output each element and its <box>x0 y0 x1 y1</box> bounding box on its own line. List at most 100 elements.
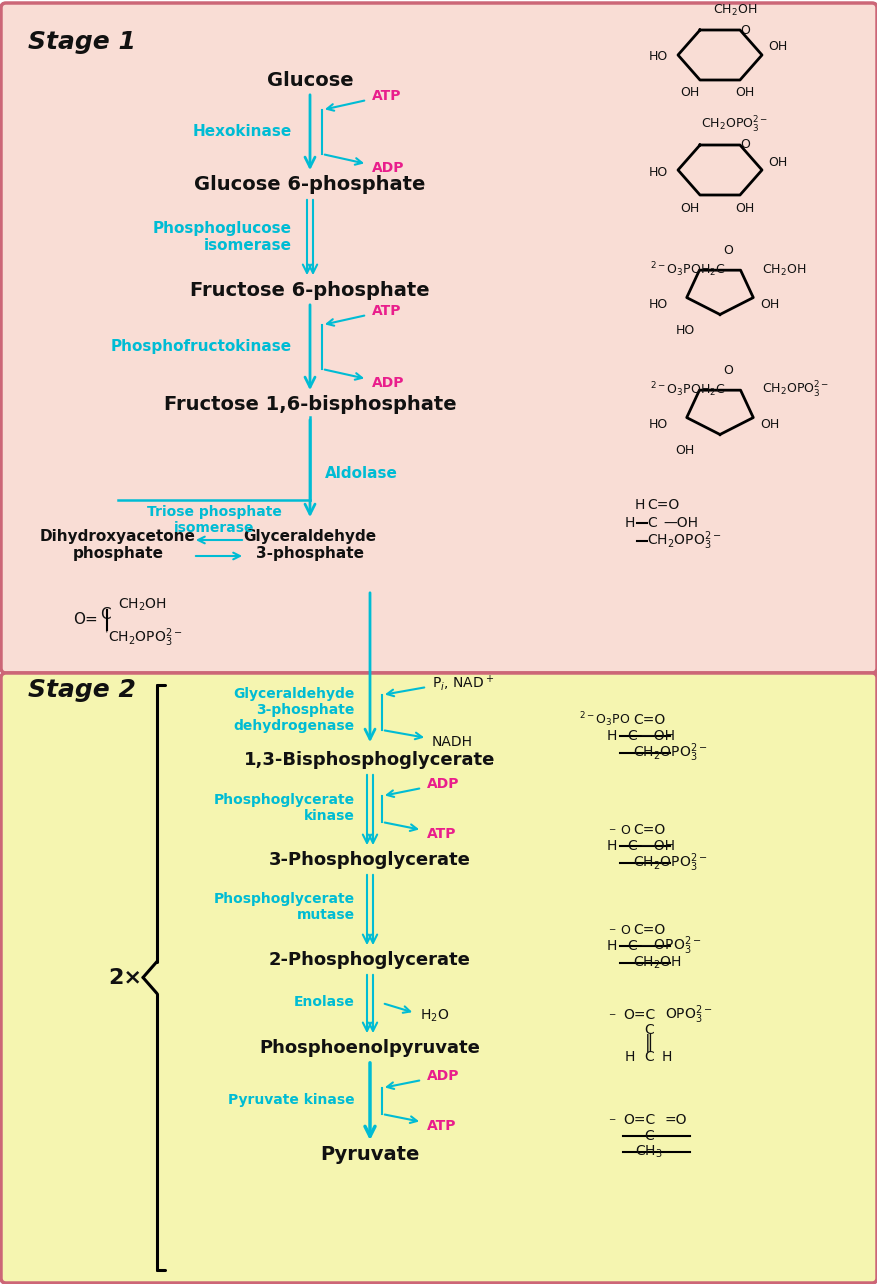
Text: $^-$: $^-$ <box>606 827 617 840</box>
Text: $^{2-}$O$_3$PO: $^{2-}$O$_3$PO <box>578 710 630 729</box>
Text: $^-$: $^-$ <box>606 1012 617 1025</box>
Text: C=O: C=O <box>646 498 679 512</box>
Text: 3-Phosphoglycerate: 3-Phosphoglycerate <box>268 851 470 869</box>
Text: C=O: C=O <box>632 923 665 937</box>
Text: Phosphoglycerate
kinase: Phosphoglycerate kinase <box>214 794 354 823</box>
Text: HO: HO <box>675 324 695 336</box>
Text: Phosphoglucose
isomerase: Phosphoglucose isomerase <box>153 221 292 253</box>
Text: ‖: ‖ <box>644 1034 652 1052</box>
Text: H$_2$O: H$_2$O <box>419 1008 449 1025</box>
Text: C=O: C=O <box>632 713 665 727</box>
Text: C: C <box>626 939 636 953</box>
Text: H: H <box>624 1050 634 1064</box>
Text: ADP: ADP <box>426 1070 459 1082</box>
Text: ADP: ADP <box>372 160 404 175</box>
Text: CH$_2$OH: CH$_2$OH <box>118 597 167 614</box>
Text: O: O <box>619 823 630 836</box>
Text: Stage 2: Stage 2 <box>28 678 136 702</box>
Text: ATP: ATP <box>426 827 456 841</box>
Text: $^{2-}$O$_3$POH$_2$C: $^{2-}$O$_3$POH$_2$C <box>649 261 724 280</box>
Text: Aldolase: Aldolase <box>324 466 397 482</box>
Text: HO: HO <box>648 419 667 431</box>
Text: ATP: ATP <box>372 304 401 318</box>
Text: $\underset{|}{\rm C}$: $\underset{|}{\rm C}$ <box>100 605 111 634</box>
Text: O: O <box>723 244 732 257</box>
Text: H: H <box>661 1050 672 1064</box>
Text: OPO$_3^{2-}$: OPO$_3^{2-}$ <box>664 1004 712 1026</box>
Text: $^-$: $^-$ <box>606 927 617 940</box>
Text: C=O: C=O <box>632 823 665 837</box>
Text: C: C <box>644 1129 653 1143</box>
Text: C: C <box>644 1023 653 1037</box>
Text: Fructose 1,6-bisphosphate: Fructose 1,6-bisphosphate <box>163 395 456 415</box>
Text: $^{2-}$O$_3$POH$_2$C: $^{2-}$O$_3$POH$_2$C <box>649 380 724 399</box>
Text: Glucose: Glucose <box>267 71 353 90</box>
Text: —OPO$_3^{2-}$: —OPO$_3^{2-}$ <box>639 935 701 958</box>
Text: Dihydroxyacetone
phosphate: Dihydroxyacetone phosphate <box>40 529 196 561</box>
Text: O=: O= <box>73 612 98 628</box>
Text: Stage 1: Stage 1 <box>28 30 136 54</box>
Text: OH: OH <box>675 443 695 457</box>
Text: —OH: —OH <box>662 516 697 530</box>
Text: CH$_2$OH: CH$_2$OH <box>632 955 681 971</box>
Text: Hexokinase: Hexokinase <box>193 125 292 140</box>
Text: H: H <box>624 516 634 530</box>
Text: Pyruvate: Pyruvate <box>320 1145 419 1165</box>
Text: OH: OH <box>734 202 753 214</box>
Text: CH$_3$: CH$_3$ <box>634 1144 662 1161</box>
Text: CH$_2$OPO$_3^{2-}$: CH$_2$OPO$_3^{2-}$ <box>632 742 707 764</box>
Text: H: H <box>634 498 645 512</box>
Text: 1,3-Bisphosphoglycerate: 1,3-Bisphosphoglycerate <box>244 751 496 769</box>
Text: 2-Phosphoglycerate: 2-Phosphoglycerate <box>268 951 470 969</box>
Text: C: C <box>626 838 636 853</box>
Text: —OH: —OH <box>639 838 674 853</box>
Text: OH: OH <box>680 86 699 99</box>
Text: ADP: ADP <box>372 376 404 390</box>
Text: CH$_2$OPO$_3^{2-}$: CH$_2$OPO$_3^{2-}$ <box>761 380 828 401</box>
Text: —OH: —OH <box>639 729 674 743</box>
Text: HO: HO <box>648 166 667 178</box>
Text: OH: OH <box>767 155 787 168</box>
Text: CH$_2$OPO$_3^{2-}$: CH$_2$OPO$_3^{2-}$ <box>108 627 182 650</box>
Text: Glyceraldehyde
3-phosphate
dehydrogenase: Glyceraldehyde 3-phosphate dehydrogenase <box>233 687 354 733</box>
Text: =O: =O <box>664 1113 687 1127</box>
Text: Glyceraldehyde
3-phosphate: Glyceraldehyde 3-phosphate <box>243 529 376 561</box>
Text: OH: OH <box>734 86 753 99</box>
Text: O: O <box>739 23 749 36</box>
FancyBboxPatch shape <box>1 3 876 673</box>
Text: H: H <box>606 729 617 743</box>
Text: OH: OH <box>759 419 779 431</box>
Text: C: C <box>646 516 656 530</box>
Text: O: O <box>723 363 732 376</box>
Text: Glucose 6-phosphate: Glucose 6-phosphate <box>194 176 425 194</box>
Text: Triose phosphate
isomerase: Triose phosphate isomerase <box>146 505 282 535</box>
Text: ADP: ADP <box>426 777 459 791</box>
Text: OH: OH <box>759 298 779 312</box>
Text: CH$_2$OPO$_3^{2-}$: CH$_2$OPO$_3^{2-}$ <box>701 116 767 135</box>
Text: P$_i$, NAD$^+$: P$_i$, NAD$^+$ <box>431 673 494 693</box>
Text: OH: OH <box>767 41 787 54</box>
Text: CH$_2$OPO$_3^{2-}$: CH$_2$OPO$_3^{2-}$ <box>632 851 707 874</box>
Text: CH$_2$OPO$_3^{2-}$: CH$_2$OPO$_3^{2-}$ <box>646 530 721 552</box>
Text: Enolase: Enolase <box>294 995 354 1009</box>
Text: H: H <box>606 838 617 853</box>
Text: C: C <box>644 1050 653 1064</box>
Text: NADH: NADH <box>431 734 473 749</box>
Text: Pyruvate kinase: Pyruvate kinase <box>228 1093 354 1107</box>
Text: H: H <box>606 939 617 953</box>
Text: CH$_2$OH: CH$_2$OH <box>712 3 756 18</box>
Text: O: O <box>619 923 630 936</box>
Text: Phosphofructokinase: Phosphofructokinase <box>111 339 292 354</box>
Text: OH: OH <box>680 202 699 214</box>
FancyBboxPatch shape <box>1 673 876 1283</box>
Text: HO: HO <box>648 298 667 312</box>
Text: HO: HO <box>648 50 667 63</box>
Text: O=C: O=C <box>623 1113 654 1127</box>
Text: ATP: ATP <box>372 89 401 103</box>
Text: Phosphoglycerate
mutase: Phosphoglycerate mutase <box>214 892 354 922</box>
Text: Phosphoenolpyruvate: Phosphoenolpyruvate <box>260 1039 480 1057</box>
Text: O: O <box>739 139 749 152</box>
Text: CH$_2$OH: CH$_2$OH <box>761 262 805 277</box>
Text: 2×: 2× <box>108 968 142 987</box>
Text: ATP: ATP <box>426 1118 456 1132</box>
